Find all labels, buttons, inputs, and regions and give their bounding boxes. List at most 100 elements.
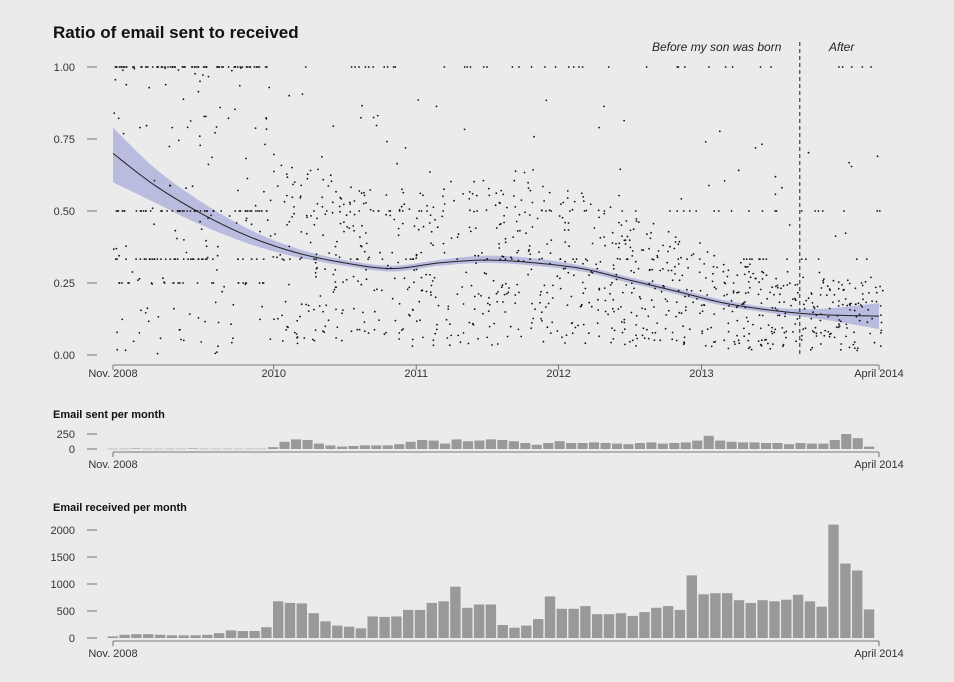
data-point (265, 128, 268, 131)
data-point (343, 230, 345, 233)
sent-chart-title: Email sent per month (53, 409, 165, 421)
data-point (635, 345, 637, 347)
bar (738, 442, 749, 449)
data-point (288, 245, 291, 248)
data-point (630, 269, 633, 272)
data-point (680, 312, 683, 315)
bar (769, 601, 780, 638)
data-point (420, 276, 423, 279)
data-point (183, 210, 185, 212)
data-point (635, 324, 638, 326)
data-point (230, 323, 232, 326)
bar (509, 627, 520, 638)
data-point (861, 284, 864, 287)
data-point (495, 292, 498, 295)
data-point (419, 192, 422, 195)
data-point (727, 330, 730, 333)
data-point (429, 171, 431, 173)
data-point (352, 275, 355, 278)
data-point (113, 112, 116, 114)
data-point (708, 66, 710, 68)
data-point (327, 319, 330, 322)
data-point (361, 224, 363, 227)
data-point (276, 256, 278, 259)
data-point (182, 98, 185, 101)
data-point (352, 225, 355, 227)
data-point (855, 258, 858, 260)
data-point (749, 346, 751, 348)
bar (213, 633, 225, 638)
data-point (527, 181, 529, 184)
data-point (429, 214, 432, 217)
data-point (477, 293, 480, 295)
data-point (749, 263, 751, 266)
data-point (678, 240, 681, 243)
bar (391, 616, 402, 638)
data-point (360, 116, 362, 119)
data-point (713, 341, 715, 343)
data-point (660, 290, 663, 293)
data-point (360, 283, 363, 286)
data-point (612, 264, 615, 266)
data-point (767, 342, 769, 345)
data-point (434, 296, 437, 299)
data-point (468, 321, 471, 324)
data-point (205, 239, 207, 242)
data-point (237, 189, 239, 192)
bar (273, 601, 284, 638)
data-point (683, 336, 686, 339)
data-point (217, 321, 220, 324)
data-point (800, 210, 803, 212)
data-point (777, 314, 779, 317)
data-point (837, 305, 840, 307)
data-point (381, 258, 384, 260)
data-point (631, 255, 634, 257)
data-point (814, 326, 817, 329)
bar (403, 609, 414, 638)
data-point (758, 281, 760, 284)
data-point (214, 352, 217, 355)
data-point (443, 203, 446, 205)
data-point (611, 307, 614, 310)
y-tick-label: 1.00 (54, 62, 75, 74)
data-point (133, 66, 136, 68)
data-point (597, 309, 600, 311)
data-point (376, 114, 379, 117)
data-point (266, 219, 269, 222)
data-point (274, 233, 276, 236)
data-point (544, 66, 546, 68)
data-point (570, 322, 573, 325)
data-point (117, 117, 120, 120)
data-point (456, 293, 459, 296)
data-point (817, 258, 820, 260)
data-point (153, 179, 156, 182)
data-point (706, 328, 709, 330)
data-point (498, 243, 500, 245)
bar (210, 448, 221, 450)
data-point (186, 126, 189, 129)
data-point (771, 286, 773, 289)
data-point (631, 250, 634, 252)
data-point (734, 343, 736, 345)
data-point (333, 288, 336, 291)
data-point (468, 191, 471, 193)
data-point (359, 236, 361, 239)
bar (237, 631, 248, 638)
data-point (517, 328, 520, 331)
data-point (776, 286, 779, 289)
data-point (556, 330, 559, 332)
data-point (234, 66, 237, 68)
y-tick-label: 0 (69, 633, 75, 645)
bar (508, 441, 519, 449)
data-point (385, 194, 388, 196)
data-point (144, 312, 147, 314)
bar (852, 570, 863, 638)
bar (544, 596, 556, 638)
data-point (612, 267, 615, 270)
data-point (417, 228, 420, 231)
data-point (582, 200, 585, 203)
data-point (215, 126, 218, 128)
data-point (641, 334, 644, 337)
data-point (441, 215, 444, 218)
